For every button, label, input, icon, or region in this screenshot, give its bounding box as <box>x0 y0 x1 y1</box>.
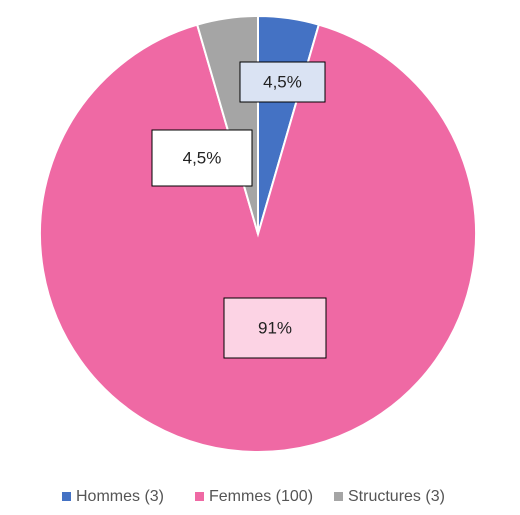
data-label-box <box>151 129 253 187</box>
data-label-box <box>239 61 326 103</box>
data-label: 4,5% <box>183 148 222 167</box>
data-label-box <box>223 297 327 359</box>
data-label: 4,5% <box>263 72 302 91</box>
legend-label: Femmes (100) <box>209 488 313 505</box>
pie-slice <box>39 23 477 453</box>
legend-label: Hommes (3) <box>76 488 164 505</box>
legend-label: Structures (3) <box>348 488 445 505</box>
data-label: 91% <box>258 318 292 337</box>
legend-swatch <box>195 492 204 501</box>
legend-swatch <box>334 492 343 501</box>
legend-swatch <box>62 492 71 501</box>
